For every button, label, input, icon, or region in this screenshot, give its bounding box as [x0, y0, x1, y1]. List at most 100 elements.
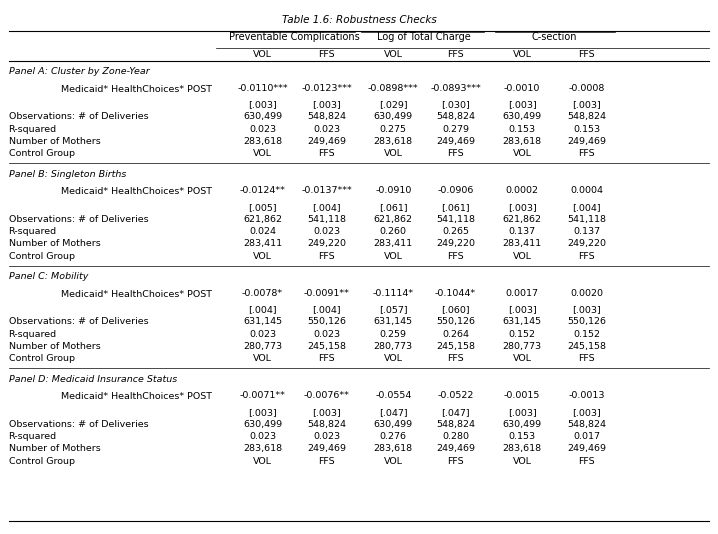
- Text: 541,118: 541,118: [307, 215, 346, 224]
- Text: 0.152: 0.152: [573, 329, 600, 339]
- Text: -0.0893***: -0.0893***: [430, 84, 481, 93]
- Text: FFS: FFS: [447, 252, 464, 261]
- Text: 631,145: 631,145: [374, 318, 413, 326]
- Text: Preventable Complications: Preventable Complications: [229, 32, 360, 42]
- Text: Observations: # of Deliveries: Observations: # of Deliveries: [9, 318, 148, 326]
- Text: 548,824: 548,824: [307, 113, 346, 121]
- Text: [.004]: [.004]: [248, 305, 276, 314]
- Text: 550,126: 550,126: [307, 318, 346, 326]
- Text: [.003]: [.003]: [572, 305, 601, 314]
- Text: [.003]: [.003]: [248, 100, 277, 109]
- Text: 548,824: 548,824: [436, 113, 475, 121]
- Text: R-squared: R-squared: [9, 432, 57, 441]
- Text: 249,469: 249,469: [567, 137, 606, 146]
- Text: 0.264: 0.264: [442, 329, 469, 339]
- Text: 249,469: 249,469: [307, 444, 346, 453]
- Text: 0.0017: 0.0017: [505, 289, 538, 298]
- Text: FFS: FFS: [447, 149, 464, 158]
- Text: FFS: FFS: [578, 252, 595, 261]
- Text: C-section: C-section: [531, 32, 577, 42]
- Text: VOL: VOL: [513, 50, 531, 59]
- Text: Panel D: Medicaid Insurance Status: Panel D: Medicaid Insurance Status: [9, 375, 177, 384]
- Text: 630,499: 630,499: [503, 113, 541, 121]
- Text: 249,220: 249,220: [567, 239, 606, 248]
- Text: 0.260: 0.260: [380, 227, 407, 236]
- Text: VOL: VOL: [513, 354, 531, 363]
- Text: Observations: # of Deliveries: Observations: # of Deliveries: [9, 420, 148, 429]
- Text: [.061]: [.061]: [442, 203, 470, 211]
- Text: 0.276: 0.276: [380, 432, 407, 441]
- Text: VOL: VOL: [253, 354, 272, 363]
- Text: 550,126: 550,126: [567, 318, 606, 326]
- Text: FFS: FFS: [578, 354, 595, 363]
- Text: Number of Mothers: Number of Mothers: [9, 444, 101, 453]
- Text: Number of Mothers: Number of Mothers: [9, 342, 101, 351]
- Text: 0.023: 0.023: [249, 124, 276, 134]
- Text: 0.137: 0.137: [573, 227, 600, 236]
- Text: 249,469: 249,469: [436, 444, 475, 453]
- Text: 0.023: 0.023: [313, 432, 340, 441]
- Text: 630,499: 630,499: [243, 113, 282, 121]
- Text: Number of Mothers: Number of Mothers: [9, 137, 101, 146]
- Text: -0.0522: -0.0522: [437, 391, 474, 400]
- Text: 0.153: 0.153: [508, 432, 536, 441]
- Text: -0.0906: -0.0906: [437, 186, 474, 195]
- Text: [.060]: [.060]: [442, 305, 470, 314]
- Text: 0.0002: 0.0002: [505, 186, 538, 195]
- Text: 621,862: 621,862: [374, 215, 413, 224]
- Text: 283,411: 283,411: [243, 239, 282, 248]
- Text: 548,824: 548,824: [567, 420, 606, 429]
- Text: 0.259: 0.259: [380, 329, 407, 339]
- Text: 631,145: 631,145: [243, 318, 282, 326]
- Text: -0.0554: -0.0554: [375, 391, 411, 400]
- Text: [.047]: [.047]: [442, 408, 470, 417]
- Text: Log of Total Charge: Log of Total Charge: [377, 32, 471, 42]
- Text: 249,220: 249,220: [436, 239, 475, 248]
- Text: Control Group: Control Group: [9, 457, 75, 466]
- Text: 541,118: 541,118: [436, 215, 475, 224]
- Text: 0.275: 0.275: [380, 124, 407, 134]
- Text: VOL: VOL: [513, 457, 531, 466]
- Text: Control Group: Control Group: [9, 354, 75, 363]
- Text: [.003]: [.003]: [248, 408, 277, 417]
- Text: 0.153: 0.153: [573, 124, 600, 134]
- Text: 283,618: 283,618: [243, 444, 282, 453]
- Text: 283,411: 283,411: [503, 239, 541, 248]
- Text: 0.023: 0.023: [313, 124, 340, 134]
- Text: Control Group: Control Group: [9, 149, 75, 158]
- Text: VOL: VOL: [253, 457, 272, 466]
- Text: -0.0137***: -0.0137***: [302, 186, 353, 195]
- Text: Number of Mothers: Number of Mothers: [9, 239, 101, 248]
- Text: 621,862: 621,862: [243, 215, 282, 224]
- Text: [.003]: [.003]: [508, 305, 536, 314]
- Text: 630,499: 630,499: [374, 113, 413, 121]
- Text: Medicaid* HealthChoices* POST: Medicaid* HealthChoices* POST: [61, 290, 213, 299]
- Text: [.003]: [.003]: [508, 203, 536, 211]
- Text: VOL: VOL: [384, 457, 403, 466]
- Text: [.005]: [.005]: [248, 203, 276, 211]
- Text: 0.0020: 0.0020: [570, 289, 603, 298]
- Text: -0.0015: -0.0015: [504, 391, 540, 400]
- Text: VOL: VOL: [253, 252, 272, 261]
- Text: [.030]: [.030]: [441, 100, 470, 109]
- Text: VOL: VOL: [384, 149, 403, 158]
- Text: [.003]: [.003]: [508, 100, 536, 109]
- Text: FFS: FFS: [447, 50, 464, 59]
- Text: FFS: FFS: [319, 50, 335, 59]
- Text: 0.023: 0.023: [249, 329, 276, 339]
- Text: 283,618: 283,618: [243, 137, 282, 146]
- Text: 621,862: 621,862: [503, 215, 541, 224]
- Text: 283,618: 283,618: [503, 444, 541, 453]
- Text: VOL: VOL: [253, 149, 272, 158]
- Text: -0.0124**: -0.0124**: [240, 186, 285, 195]
- Text: Panel A: Cluster by Zone-Year: Panel A: Cluster by Zone-Year: [9, 67, 149, 76]
- Text: [.003]: [.003]: [572, 408, 601, 417]
- Text: -0.0910: -0.0910: [375, 186, 411, 195]
- Text: [.004]: [.004]: [312, 305, 341, 314]
- Text: 0.137: 0.137: [508, 227, 536, 236]
- Text: -0.0076**: -0.0076**: [304, 391, 350, 400]
- Text: 0.152: 0.152: [508, 329, 536, 339]
- Text: -0.0898***: -0.0898***: [368, 84, 419, 93]
- Text: Medicaid* HealthChoices* POST: Medicaid* HealthChoices* POST: [61, 187, 213, 197]
- Text: 283,618: 283,618: [374, 444, 413, 453]
